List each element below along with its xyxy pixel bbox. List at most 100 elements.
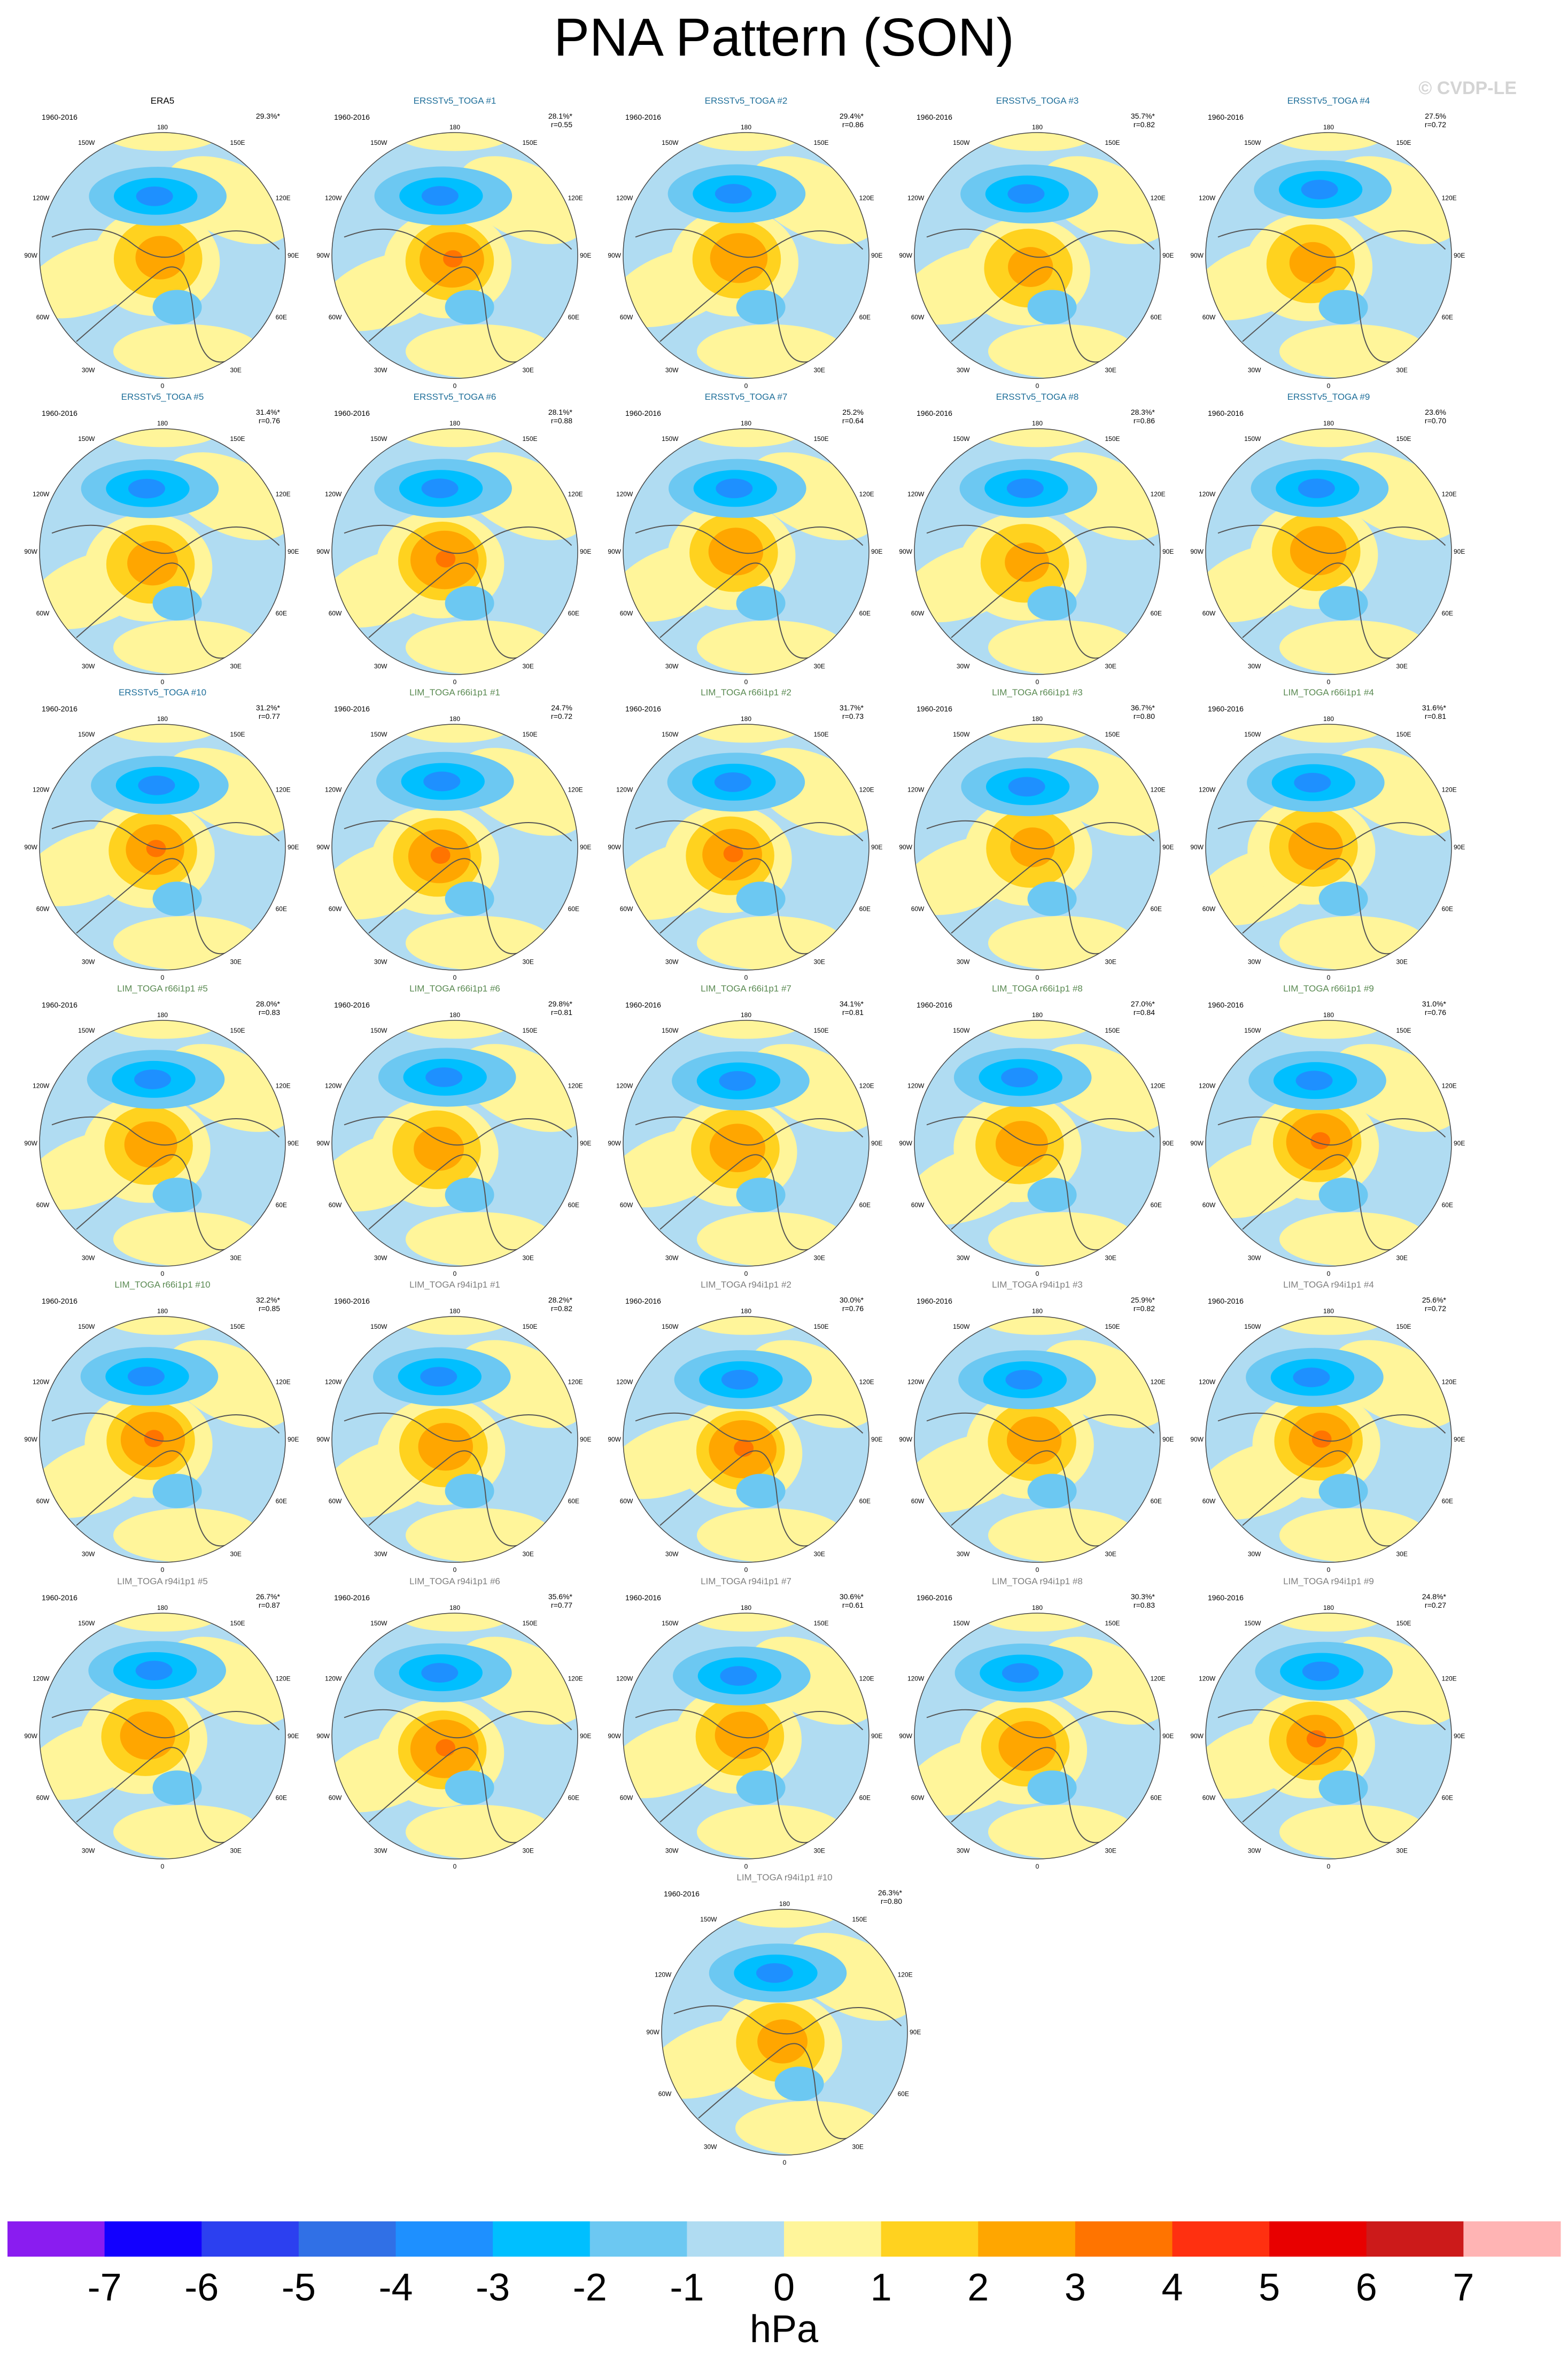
panel-title: LIM_TOGA r66i1p1 #1	[409, 687, 500, 698]
longitude-label: 180	[449, 420, 460, 427]
longitude-label: 90W	[24, 1732, 37, 1740]
map-border	[39, 1020, 286, 1267]
positive-region	[107, 1020, 218, 1039]
longitude-label: 150E	[230, 1620, 245, 1627]
period-label: 1960-2016	[42, 1593, 77, 1602]
longitude-label: 90W	[608, 1140, 621, 1147]
longitude-label: 150E	[1105, 1027, 1120, 1034]
longitude-label: 150W	[662, 1620, 679, 1627]
longitude-label: 60W	[911, 1498, 925, 1505]
explained-variance-label: 32.2%*	[256, 1296, 281, 1304]
longitude-label: 90E	[1162, 252, 1174, 259]
longitude-label: 30W	[374, 367, 387, 374]
longitude-label: 120W	[33, 491, 50, 498]
positive-region	[399, 724, 510, 743]
longitude-label: 150E	[814, 731, 829, 738]
longitude-label: 90E	[288, 252, 299, 259]
longitude-label: 90W	[24, 1140, 37, 1147]
longitude-label: 60W	[620, 314, 633, 321]
longitude-label: 120E	[1442, 195, 1457, 202]
longitude-label: 30W	[82, 663, 95, 670]
longitude-label: 120E	[859, 195, 874, 202]
colorbar-swatch	[1366, 2221, 1464, 2257]
map-field	[623, 1316, 869, 1562]
longitude-label: 90E	[288, 1732, 299, 1740]
period-label: 1960-2016	[1208, 1297, 1244, 1305]
longitude-label: 30W	[665, 1254, 679, 1262]
longitude-label: 90W	[24, 252, 37, 259]
longitude-label: 120E	[276, 1082, 291, 1090]
longitude-label: 180	[1323, 1307, 1334, 1315]
longitude-label: 120E	[1151, 1675, 1166, 1683]
longitude-label: 90E	[1162, 1732, 1174, 1740]
colorbar-swatch	[201, 2221, 299, 2257]
longitude-label: 150W	[370, 1027, 387, 1034]
longitude-label: 150E	[230, 435, 245, 443]
longitude-label: 60E	[568, 314, 579, 321]
map-field	[40, 133, 285, 378]
colorbar-tick-label: 7	[1453, 2266, 1474, 2309]
panel-title: LIM_TOGA r94i1p1 #1	[409, 1280, 500, 1290]
map-border	[623, 428, 870, 675]
longitude-label: 120E	[568, 1082, 583, 1090]
longitude-label: 150W	[370, 1620, 387, 1627]
positive-region	[690, 1020, 802, 1039]
positive-region	[1005, 543, 1050, 582]
positive-region	[124, 1121, 177, 1168]
longitude-label: 150E	[230, 1027, 245, 1034]
explained-variance-label: 26.7%*	[256, 1592, 281, 1601]
pattern-correlation-label: r=0.80	[1134, 712, 1155, 720]
longitude-label: 150E	[1105, 139, 1120, 146]
pattern-correlation-label: r=0.77	[259, 712, 280, 720]
coastline	[926, 228, 1155, 258]
negative-region	[1027, 1474, 1077, 1508]
coastline	[926, 1412, 1155, 1442]
longitude-label: 120W	[325, 1082, 342, 1090]
longitude-label: 150W	[370, 1323, 387, 1330]
colorbar-tick-label: -6	[184, 2266, 219, 2309]
coastline	[344, 524, 572, 554]
coastline	[1217, 1709, 1446, 1739]
panel-title: ERA5	[151, 96, 174, 106]
positive-region	[690, 1613, 802, 1632]
negative-region	[134, 1070, 172, 1089]
negative-region	[445, 290, 494, 324]
longitude-label: 120W	[325, 195, 342, 202]
longitude-label: 0	[1036, 1863, 1039, 1870]
period-label: 1960-2016	[42, 704, 77, 713]
longitude-label: 90E	[871, 548, 882, 555]
coastline	[1242, 1154, 1396, 1251]
panel-title: ERSSTv5_TOGA #8	[996, 392, 1079, 402]
longitude-label: 30W	[82, 1847, 95, 1855]
positive-region	[1289, 242, 1337, 284]
longitude-label: 60W	[1202, 1794, 1216, 1802]
longitude-label: 60W	[329, 610, 342, 617]
negative-region	[152, 1177, 202, 1212]
longitude-label: 60E	[568, 905, 579, 913]
longitude-label: 120E	[1151, 786, 1166, 794]
negative-region	[1318, 1770, 1368, 1805]
period-label: 1960-2016	[625, 1297, 661, 1305]
map-field	[623, 1020, 869, 1266]
panel-title: ERSSTv5_TOGA #4	[1287, 96, 1370, 106]
longitude-label: 60W	[1202, 610, 1216, 617]
coastline	[1242, 562, 1396, 659]
longitude-label: 150W	[953, 1323, 970, 1330]
longitude-label: 150W	[953, 731, 970, 738]
pattern-correlation-label: r=0.87	[259, 1601, 280, 1609]
longitude-label: 90E	[1454, 1732, 1465, 1740]
pattern-correlation-label: r=0.76	[259, 416, 280, 425]
positive-region	[710, 233, 768, 283]
positive-region	[1010, 827, 1055, 867]
longitude-label: 120E	[276, 491, 291, 498]
longitude-label: 90W	[899, 548, 912, 555]
pattern-correlation-label: r=0.85	[259, 1304, 280, 1313]
longitude-label: 180	[1032, 123, 1043, 131]
longitude-label: 120E	[859, 1082, 874, 1090]
map-panel: LIM_TOGA r94i1p1 #1 1960-2016 28.2%*r=0.82…	[316, 1280, 591, 1574]
explained-variance-label: 25.9%*	[1131, 1296, 1155, 1304]
negative-region	[756, 1963, 793, 1983]
longitude-label: 180	[741, 715, 751, 723]
longitude-label: 90W	[899, 843, 912, 851]
longitude-label: 30W	[957, 663, 970, 670]
